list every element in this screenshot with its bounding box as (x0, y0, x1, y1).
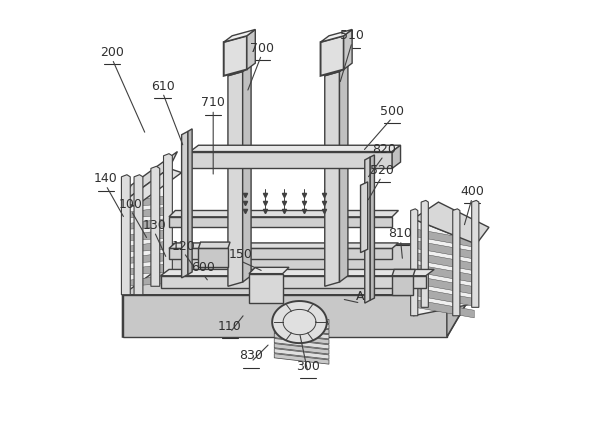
Text: 150: 150 (229, 248, 253, 261)
Polygon shape (415, 241, 474, 259)
Polygon shape (122, 175, 130, 295)
Polygon shape (188, 129, 192, 274)
Polygon shape (151, 166, 160, 286)
Text: 820: 820 (372, 143, 395, 156)
Polygon shape (228, 72, 243, 286)
Polygon shape (413, 202, 489, 244)
Text: 140: 140 (94, 172, 118, 185)
Polygon shape (447, 244, 476, 337)
Polygon shape (413, 219, 476, 316)
Polygon shape (392, 276, 413, 295)
Polygon shape (228, 65, 251, 76)
Text: 500: 500 (380, 105, 404, 118)
Polygon shape (274, 318, 329, 329)
Polygon shape (223, 29, 255, 42)
Polygon shape (365, 157, 370, 303)
Polygon shape (134, 175, 143, 295)
Text: 120: 120 (172, 240, 196, 253)
Polygon shape (453, 209, 460, 316)
Polygon shape (125, 218, 167, 229)
Text: 130: 130 (143, 218, 166, 232)
Polygon shape (325, 65, 348, 76)
Polygon shape (471, 200, 479, 307)
Polygon shape (190, 152, 392, 168)
Text: 600: 600 (190, 261, 214, 274)
Polygon shape (243, 65, 251, 282)
Polygon shape (392, 145, 401, 168)
Polygon shape (415, 229, 474, 247)
Polygon shape (169, 217, 392, 227)
Text: 830: 830 (239, 349, 263, 362)
Polygon shape (169, 243, 398, 248)
Polygon shape (274, 354, 329, 364)
Text: 510: 510 (340, 29, 364, 42)
Polygon shape (274, 333, 329, 344)
Polygon shape (274, 323, 329, 334)
Text: 520: 520 (370, 164, 394, 177)
Polygon shape (320, 29, 352, 42)
Polygon shape (249, 267, 289, 274)
Polygon shape (411, 209, 418, 316)
Polygon shape (169, 248, 392, 259)
Polygon shape (123, 152, 177, 202)
Polygon shape (125, 230, 167, 241)
Polygon shape (125, 253, 167, 264)
Polygon shape (125, 241, 167, 252)
Polygon shape (361, 182, 368, 253)
Polygon shape (415, 253, 474, 271)
Polygon shape (421, 200, 428, 307)
Polygon shape (161, 276, 426, 288)
Text: 700: 700 (250, 42, 274, 55)
Text: 110: 110 (218, 320, 242, 333)
Polygon shape (123, 168, 181, 206)
Polygon shape (198, 242, 230, 248)
Polygon shape (415, 276, 474, 294)
Polygon shape (415, 288, 474, 306)
Polygon shape (125, 207, 167, 218)
Text: 610: 610 (151, 80, 174, 93)
Text: 200: 200 (100, 46, 124, 59)
Text: 300: 300 (296, 360, 320, 373)
Polygon shape (392, 269, 415, 276)
Polygon shape (325, 72, 340, 286)
Polygon shape (169, 210, 398, 217)
Polygon shape (274, 338, 329, 349)
Polygon shape (198, 248, 228, 267)
Polygon shape (320, 36, 344, 76)
Polygon shape (274, 349, 329, 359)
Polygon shape (344, 29, 352, 69)
Polygon shape (370, 155, 374, 300)
Polygon shape (272, 301, 327, 343)
Text: A: A (356, 290, 365, 303)
Text: 810: 810 (389, 227, 413, 240)
Polygon shape (123, 244, 476, 337)
Polygon shape (123, 168, 169, 295)
Polygon shape (125, 196, 167, 207)
Polygon shape (125, 275, 167, 286)
Polygon shape (415, 264, 474, 282)
Polygon shape (125, 264, 167, 275)
Polygon shape (274, 313, 329, 324)
Polygon shape (223, 36, 247, 76)
Text: 400: 400 (460, 185, 484, 198)
Polygon shape (274, 328, 329, 339)
Polygon shape (190, 145, 401, 152)
Text: 100: 100 (119, 197, 143, 210)
Polygon shape (274, 344, 329, 354)
Polygon shape (415, 300, 474, 318)
Polygon shape (164, 154, 173, 274)
Polygon shape (181, 131, 188, 278)
Polygon shape (340, 65, 348, 282)
Polygon shape (161, 269, 434, 276)
Polygon shape (123, 295, 447, 337)
Polygon shape (123, 244, 476, 295)
Polygon shape (249, 274, 283, 303)
Polygon shape (247, 29, 255, 69)
Text: 710: 710 (201, 96, 225, 109)
